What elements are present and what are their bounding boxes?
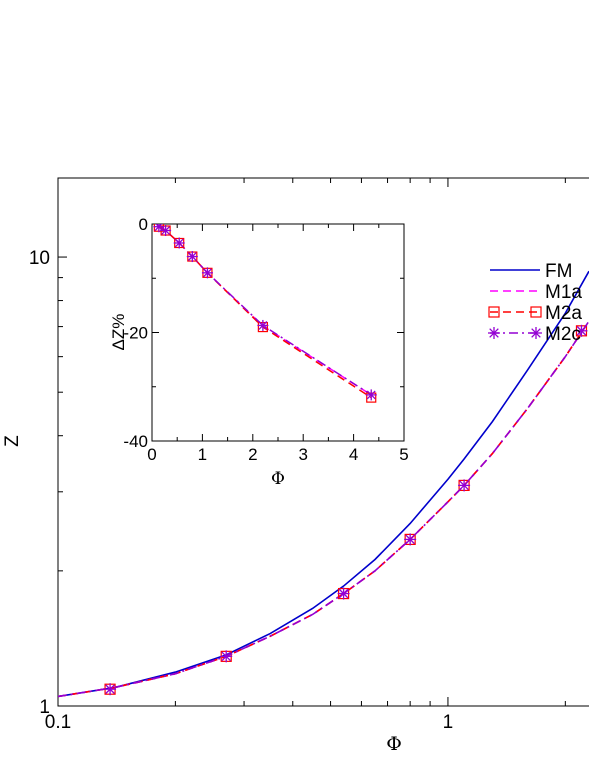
main-plot-frame xyxy=(57,177,589,707)
marker-m2c xyxy=(220,650,233,663)
inset-x-tick-label: 2 xyxy=(248,445,257,464)
series-line-m2c xyxy=(58,320,589,698)
inset-marker-m2c xyxy=(365,389,377,401)
marker-m2c xyxy=(404,533,417,546)
inset-plot: 0 1 2 3 4 5 0 -20 -40 Φ ΔZ% xyxy=(109,215,409,489)
legend-label-fm: FM xyxy=(545,261,572,282)
legend-label-m2c: M2c xyxy=(545,324,581,345)
legend-label-m1a: M1a xyxy=(545,282,582,303)
marker-m2c xyxy=(575,324,588,337)
inset-marker-m2c xyxy=(186,251,198,263)
marker-m2c xyxy=(104,683,117,696)
inset-x-axis-label: Φ xyxy=(271,469,285,489)
y-tick-label: 10 xyxy=(29,248,50,269)
y-axis-label: Z xyxy=(2,435,23,447)
inset-x-tick-label: 4 xyxy=(349,445,358,464)
x-tick-label: 0.1 xyxy=(45,712,71,733)
marker-m2c xyxy=(337,587,350,600)
legend-marker-m2a xyxy=(530,306,542,318)
inset-series-group xyxy=(153,224,377,403)
marker-m2c xyxy=(458,479,471,492)
inset-marker-m2c xyxy=(201,267,213,279)
inset-plot-frame xyxy=(151,223,405,442)
inset-y-axis-label: ΔZ% xyxy=(109,314,128,351)
inset-x-tick-label: 5 xyxy=(399,445,408,464)
legend-label-m2a: M2a xyxy=(545,303,582,324)
inset-x-tick-label: 0 xyxy=(147,445,156,464)
inset-x-tick-label: 3 xyxy=(298,445,307,464)
inset-marker-m2c xyxy=(257,319,269,331)
y-tick-label: 1 xyxy=(39,697,50,718)
inset-x-tick-label: 1 xyxy=(198,445,207,464)
legend-marker-m2c xyxy=(530,327,542,339)
inset-marker-m2c xyxy=(153,224,165,233)
x-axis-label: Φ xyxy=(386,733,402,755)
series-line-fm xyxy=(58,270,589,698)
inset-y-tick-label: -20 xyxy=(123,324,148,343)
inset-marker-m2c xyxy=(160,225,172,237)
inset-y-tick-label: -40 xyxy=(123,432,148,451)
inset-marker-m2c xyxy=(173,237,185,249)
main-series-group xyxy=(58,270,589,698)
legend-marker-m2a xyxy=(488,306,500,318)
x-tick-label: 1 xyxy=(443,712,454,733)
legend-marker-m2c xyxy=(488,327,500,339)
inset-y-tick-label: 0 xyxy=(139,215,148,234)
